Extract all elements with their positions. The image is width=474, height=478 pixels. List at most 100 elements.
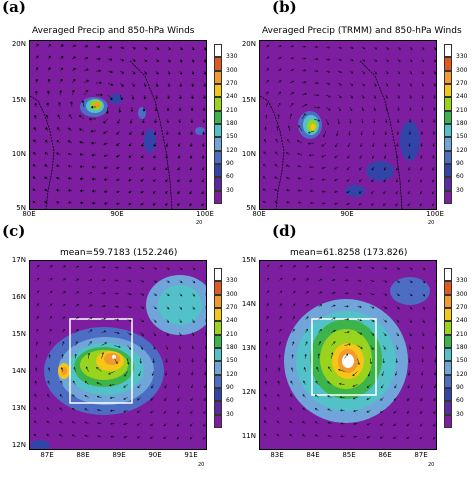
wind-vector-head (61, 353, 64, 357)
wind-vector-head (176, 436, 179, 440)
wind-vector-head (383, 347, 386, 351)
wind-vector-head (360, 144, 363, 148)
wind-vector (59, 407, 63, 411)
wind-vector (331, 279, 336, 281)
wind-vector (150, 397, 154, 401)
panel-c-ytick: 15N (11, 330, 26, 338)
wind-vector-head (163, 436, 166, 439)
wind-vector-head (327, 395, 330, 398)
wind-vector (385, 106, 388, 111)
wind-vector-head (121, 71, 125, 74)
wind-vector-head (67, 165, 71, 168)
wind-vector-head (361, 108, 364, 112)
wind-vector-head (264, 126, 267, 129)
wind-vector-head (358, 203, 361, 206)
colorbar-label: 30 (456, 410, 464, 418)
wind-vector (396, 280, 400, 283)
wind-vector-head (164, 373, 168, 376)
wind-vector-head (361, 121, 364, 124)
wind-vector (109, 384, 115, 386)
wind-vector-head (84, 421, 87, 424)
wind-vector-head (265, 102, 268, 106)
wind-vector-head (98, 69, 102, 73)
wind-vector-head (382, 361, 385, 364)
wind-vector-head (366, 435, 369, 439)
wind-vector-head (202, 132, 205, 135)
wind-vector-head (203, 96, 206, 100)
wind-vector-head (407, 373, 411, 376)
panel-d-xtick: 83E (270, 451, 284, 459)
wind-vector (334, 190, 339, 193)
wind-vector-head (179, 71, 183, 75)
wind-vector (205, 280, 206, 282)
wind-vector-head (419, 203, 422, 207)
panel-d-letter: (d) (272, 222, 297, 240)
wind-vector (380, 384, 384, 389)
wind-vector-head (303, 45, 307, 48)
wind-vector-head (374, 84, 377, 87)
wind-vector (314, 408, 319, 411)
wind-vector (204, 397, 206, 401)
wind-vector-head (304, 353, 307, 357)
wind-vector-head (154, 320, 157, 323)
colorbar-segment (214, 308, 222, 322)
wind-vector-head (276, 433, 279, 437)
wind-vector (33, 420, 37, 424)
wind-vector-head (76, 291, 80, 294)
colorbar-label: 300 (226, 66, 238, 74)
colorbar-label: 90 (226, 160, 234, 167)
wind-vector-head (307, 131, 311, 134)
wind-vector-head (289, 407, 292, 410)
wind-vector-head (346, 318, 350, 321)
wind-vector-head (204, 334, 206, 336)
wind-vector-head (36, 328, 39, 332)
wind-vector-head (317, 353, 320, 356)
wind-vector (361, 46, 366, 50)
wind-vector-head (167, 71, 171, 75)
colorbar-label: 150 (226, 133, 238, 141)
wind-vector-head (177, 156, 181, 159)
wind-vector-head (204, 373, 206, 376)
wind-vector-head (136, 410, 140, 413)
wind-vector-head (154, 120, 157, 124)
wind-vector-head (166, 320, 170, 323)
wind-vector-head (410, 280, 413, 283)
wind-vector (346, 166, 351, 170)
wind-vector (396, 154, 399, 159)
wind-vector-head (319, 278, 323, 281)
wind-vector-head (101, 351, 104, 355)
wind-vector-head (36, 43, 39, 47)
wind-vector-head (359, 266, 362, 269)
wind-vector (49, 316, 52, 320)
wind-vector-head (47, 393, 50, 397)
wind-vector (288, 125, 291, 132)
wind-vector-head (421, 108, 424, 111)
colorbar-label: 240 (226, 93, 238, 101)
wind-vector (205, 319, 206, 322)
wind-vector-head (192, 320, 195, 324)
wind-vector-head (190, 108, 194, 112)
wind-vector-head (201, 179, 205, 183)
wind-vector-head (176, 203, 180, 207)
wind-vector-head (410, 59, 413, 63)
wind-vector (72, 408, 76, 411)
wind-vector-head (395, 203, 398, 206)
wind-vector-head (190, 386, 194, 389)
wind-vector (435, 280, 436, 282)
wind-vector-head (318, 340, 321, 344)
wind-vector (192, 345, 194, 350)
wind-vector (318, 316, 322, 320)
wind-vector-head (71, 407, 75, 411)
wind-vector-head (334, 167, 337, 170)
colorbar-label: 240 (456, 317, 468, 325)
wind-vector-head (371, 266, 375, 270)
wind-vector-head (396, 156, 399, 159)
wind-vector-head (91, 165, 95, 169)
wind-vector (393, 410, 397, 414)
wind-vector-head (394, 373, 398, 377)
wind-vector (359, 178, 363, 182)
wind-vector-head (422, 294, 426, 297)
wind-vector (127, 332, 132, 336)
wind-vector-head (314, 408, 318, 411)
wind-vector-head (153, 347, 156, 350)
